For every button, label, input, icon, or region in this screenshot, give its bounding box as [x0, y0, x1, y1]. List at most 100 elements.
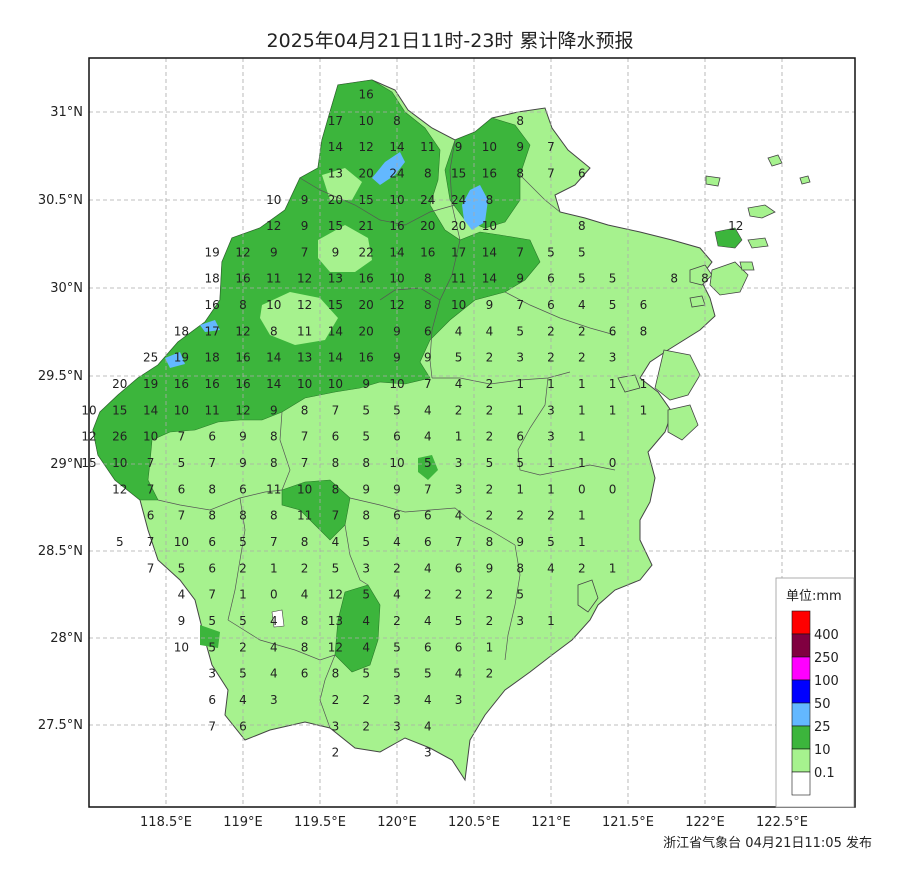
legend-swatch-400	[791, 610, 811, 635]
grid-value: 9	[393, 324, 401, 338]
lon-tick-label: 121°E	[531, 815, 571, 830]
grid-value: 16	[205, 298, 220, 312]
grid-value: 20	[359, 166, 374, 180]
grid-value: 5	[516, 456, 524, 470]
grid-value: 1	[516, 482, 524, 496]
grid-value: 8	[640, 324, 648, 338]
grid-value: 8	[208, 482, 216, 496]
grid-value: 5	[239, 667, 247, 681]
grid-value: 6	[640, 298, 648, 312]
grid-value: 4	[332, 535, 340, 549]
legend-swatch-10	[791, 725, 811, 750]
grid-value: 9	[178, 614, 186, 628]
grid-value: 2	[578, 324, 586, 338]
grid-value: 9	[332, 245, 340, 259]
grid-value: 10	[328, 377, 343, 391]
grid-value: 12	[328, 640, 343, 654]
grid-value: 1	[609, 403, 617, 417]
grid-value: 8	[424, 166, 432, 180]
lon-axis: 118.5°E 119°E 119.5°E 120°E 120.5°E 121°…	[140, 815, 808, 830]
grid-value: 2	[486, 614, 494, 628]
grid-value: 5	[578, 245, 586, 259]
grid-value: 14	[328, 140, 343, 154]
grid-value: 9	[486, 561, 494, 575]
grid-value: 5	[609, 272, 617, 286]
grid-value: 5	[393, 640, 401, 654]
grid-value: 4	[455, 377, 463, 391]
grid-value: 7	[332, 403, 340, 417]
grid-value: 12	[235, 403, 250, 417]
grid-value: 11	[420, 140, 435, 154]
grid-value: 1	[640, 403, 648, 417]
grid-value: 2	[239, 561, 247, 575]
grid-value: 1	[578, 509, 586, 523]
grid-value: 6	[547, 298, 555, 312]
grid-value: 4	[455, 667, 463, 681]
grid-value: 4	[455, 509, 463, 523]
grid-value: 11	[297, 509, 312, 523]
grid-value: 2	[239, 640, 247, 654]
grid-value: 3	[455, 482, 463, 496]
grid-value: 5	[362, 667, 370, 681]
grid-value: 14	[266, 351, 281, 365]
city-boundaries	[157, 139, 616, 729]
grid-value: 14	[328, 324, 343, 338]
grid-value: 3	[547, 403, 555, 417]
grid-value: 0	[578, 482, 586, 496]
grid-value: 3	[424, 746, 432, 760]
grid-value: 2	[516, 509, 524, 523]
grid-value: 8	[301, 403, 309, 417]
grid-value: 8	[362, 509, 370, 523]
grid-value: 6	[393, 509, 401, 523]
grid-value: 8	[270, 456, 278, 470]
legend-swatch-50	[791, 679, 811, 704]
rain-25-50-north	[372, 152, 405, 185]
rain-10-25-island	[714, 227, 743, 249]
grid-value: 3	[455, 456, 463, 470]
grid-value: 10	[266, 193, 281, 207]
grid-value: 11	[266, 272, 281, 286]
zhoushan-islands	[577, 154, 811, 613]
grid-value: 12	[235, 245, 250, 259]
grid-value: 1	[609, 561, 617, 575]
grid-value: 17	[328, 114, 343, 128]
grid-value: 3	[270, 693, 278, 707]
grid-value: 7	[147, 561, 155, 575]
lon-tick-label: 120.5°E	[448, 815, 500, 830]
grid-value: 18	[174, 324, 189, 338]
grid-value: 16	[359, 272, 374, 286]
grid-value: 7	[270, 535, 278, 549]
grid-value: 6	[578, 166, 586, 180]
legend-label: 250	[814, 651, 839, 666]
grid-value: 16	[359, 87, 374, 101]
grid-value: 2	[486, 482, 494, 496]
grid-value: 1	[547, 456, 555, 470]
grid-value: 4	[270, 667, 278, 681]
grid-value: 24	[420, 193, 435, 207]
grid-value: 8	[332, 482, 340, 496]
grid-value: 9	[455, 140, 463, 154]
grid-value: 16	[420, 245, 435, 259]
grid-value: 6	[332, 430, 340, 444]
grid-value: 4	[424, 614, 432, 628]
grid-value: 8	[516, 166, 524, 180]
grid-value: 10	[297, 482, 312, 496]
legend-swatch-25	[791, 702, 811, 727]
grid-value: 8	[486, 193, 494, 207]
grid-value: 6	[208, 561, 216, 575]
grid-value: 18	[205, 351, 220, 365]
grid-value: 8	[670, 272, 678, 286]
lat-tick-label: 31°N	[50, 105, 83, 120]
grid-value: 12	[297, 298, 312, 312]
lat-tick-label: 29.5°N	[38, 369, 83, 384]
grid-value: 10	[482, 219, 497, 233]
grid-value: 24	[451, 193, 466, 207]
grid-value: 10	[174, 535, 189, 549]
grid-value: 6	[301, 667, 309, 681]
grid-value: 9	[393, 482, 401, 496]
rain-10-25-south-patch	[334, 584, 381, 673]
grid-value: 7	[208, 719, 216, 733]
grid-value: 8	[270, 430, 278, 444]
grid-value: 6	[455, 561, 463, 575]
grid-value: 9	[424, 351, 432, 365]
